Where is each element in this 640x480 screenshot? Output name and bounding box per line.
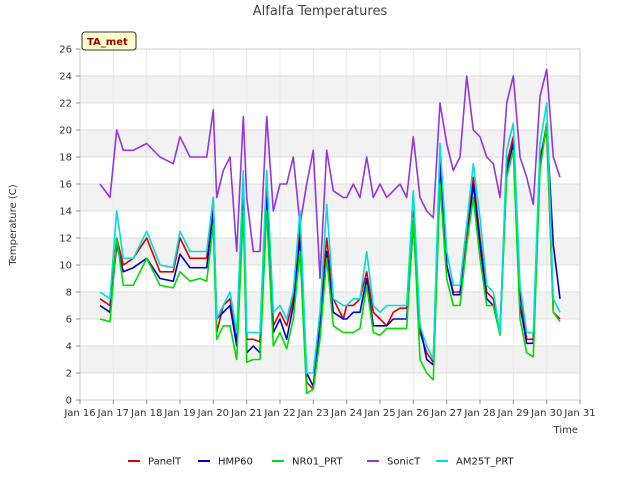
x-tick-label: Jan 23: [297, 408, 329, 419]
x-tick-label: Jan 17: [97, 408, 129, 419]
series-line-am25t-prt: [99, 102, 561, 374]
series-line-hmp60: [99, 122, 561, 388]
background-band: [80, 184, 580, 211]
y-tick-label: 14: [59, 207, 72, 218]
y-tick-label: 16: [59, 180, 72, 191]
x-tick-label: Jan 25: [363, 408, 395, 419]
x-tick-label: Jan 31: [563, 408, 595, 419]
series-line-nr01-prt: [99, 122, 561, 395]
background-bands: [80, 76, 580, 373]
y-tick-label: 2: [66, 369, 72, 380]
x-tick-label: Jan 20: [197, 408, 229, 419]
x-tick-label: Jan 16: [63, 408, 95, 419]
y-tick-label: 6: [66, 315, 72, 326]
legend-label: NR01_PRT: [292, 457, 343, 468]
background-band: [80, 76, 580, 103]
series-line-panelt: [99, 129, 561, 391]
ta-met-badge: TA_met: [81, 31, 137, 51]
legend: PanelT HMP60 NR01_PRT SonicT AM25T_PRT: [128, 457, 515, 468]
y-tick-label: 26: [59, 45, 72, 56]
legend-item-am25t-prt: AM25T_PRT: [436, 457, 515, 468]
x-tick-label: Jan 22: [263, 408, 295, 419]
x-tick-label: Jan 18: [130, 408, 162, 419]
x-axis-label: Time: [553, 425, 578, 436]
background-band: [80, 130, 580, 157]
x-tick-label: Jan 29: [497, 408, 529, 419]
legend-item-sonict: SonicT: [367, 457, 421, 468]
x-axis: Jan 16 Jan 17 Jan 18 Jan 19 Jan 20 Jan 21 Jan …: [63, 400, 596, 419]
y-tick-label: 4: [66, 342, 72, 353]
badge-label: TA_met: [87, 37, 128, 48]
y-tick-label: 0: [66, 396, 72, 407]
y-tick-label: 20: [59, 126, 72, 137]
x-tick-label: Jan 21: [230, 408, 262, 419]
legend-item-panelt: PanelT: [128, 457, 182, 468]
background-band: [80, 346, 580, 373]
series-line-sonict: [99, 68, 561, 280]
legend-label: SonicT: [387, 457, 421, 468]
legend-label: HMP60: [218, 457, 253, 468]
plot-frame: [79, 48, 581, 401]
y-tick-label: 12: [59, 234, 72, 245]
x-tick-label: Jan 24: [330, 408, 362, 419]
x-tick-label: Jan 19: [163, 408, 195, 419]
y-tick-label: 10: [59, 261, 72, 272]
y-tick-label: 22: [59, 99, 72, 110]
y-axis-label: Temperature (C): [8, 184, 19, 266]
series-layer: [99, 68, 561, 395]
legend-item-hmp60: HMP60: [198, 457, 253, 468]
chart-title: Alfalfa Temperatures: [253, 4, 388, 19]
y-tick-label: 24: [59, 72, 72, 83]
y-tick-label: 18: [59, 153, 72, 164]
y-tick-label: 8: [66, 288, 72, 299]
x-tick-label: Jan 30: [530, 408, 562, 419]
legend-label: AM25T_PRT: [456, 457, 515, 468]
x-tick-label: Jan 28: [463, 408, 495, 419]
x-tick-label: Jan 27: [430, 408, 462, 419]
legend-item-nr01-prt: NR01_PRT: [272, 457, 343, 468]
x-tick-label: Jan 26: [397, 408, 429, 419]
legend-label: PanelT: [148, 457, 182, 468]
